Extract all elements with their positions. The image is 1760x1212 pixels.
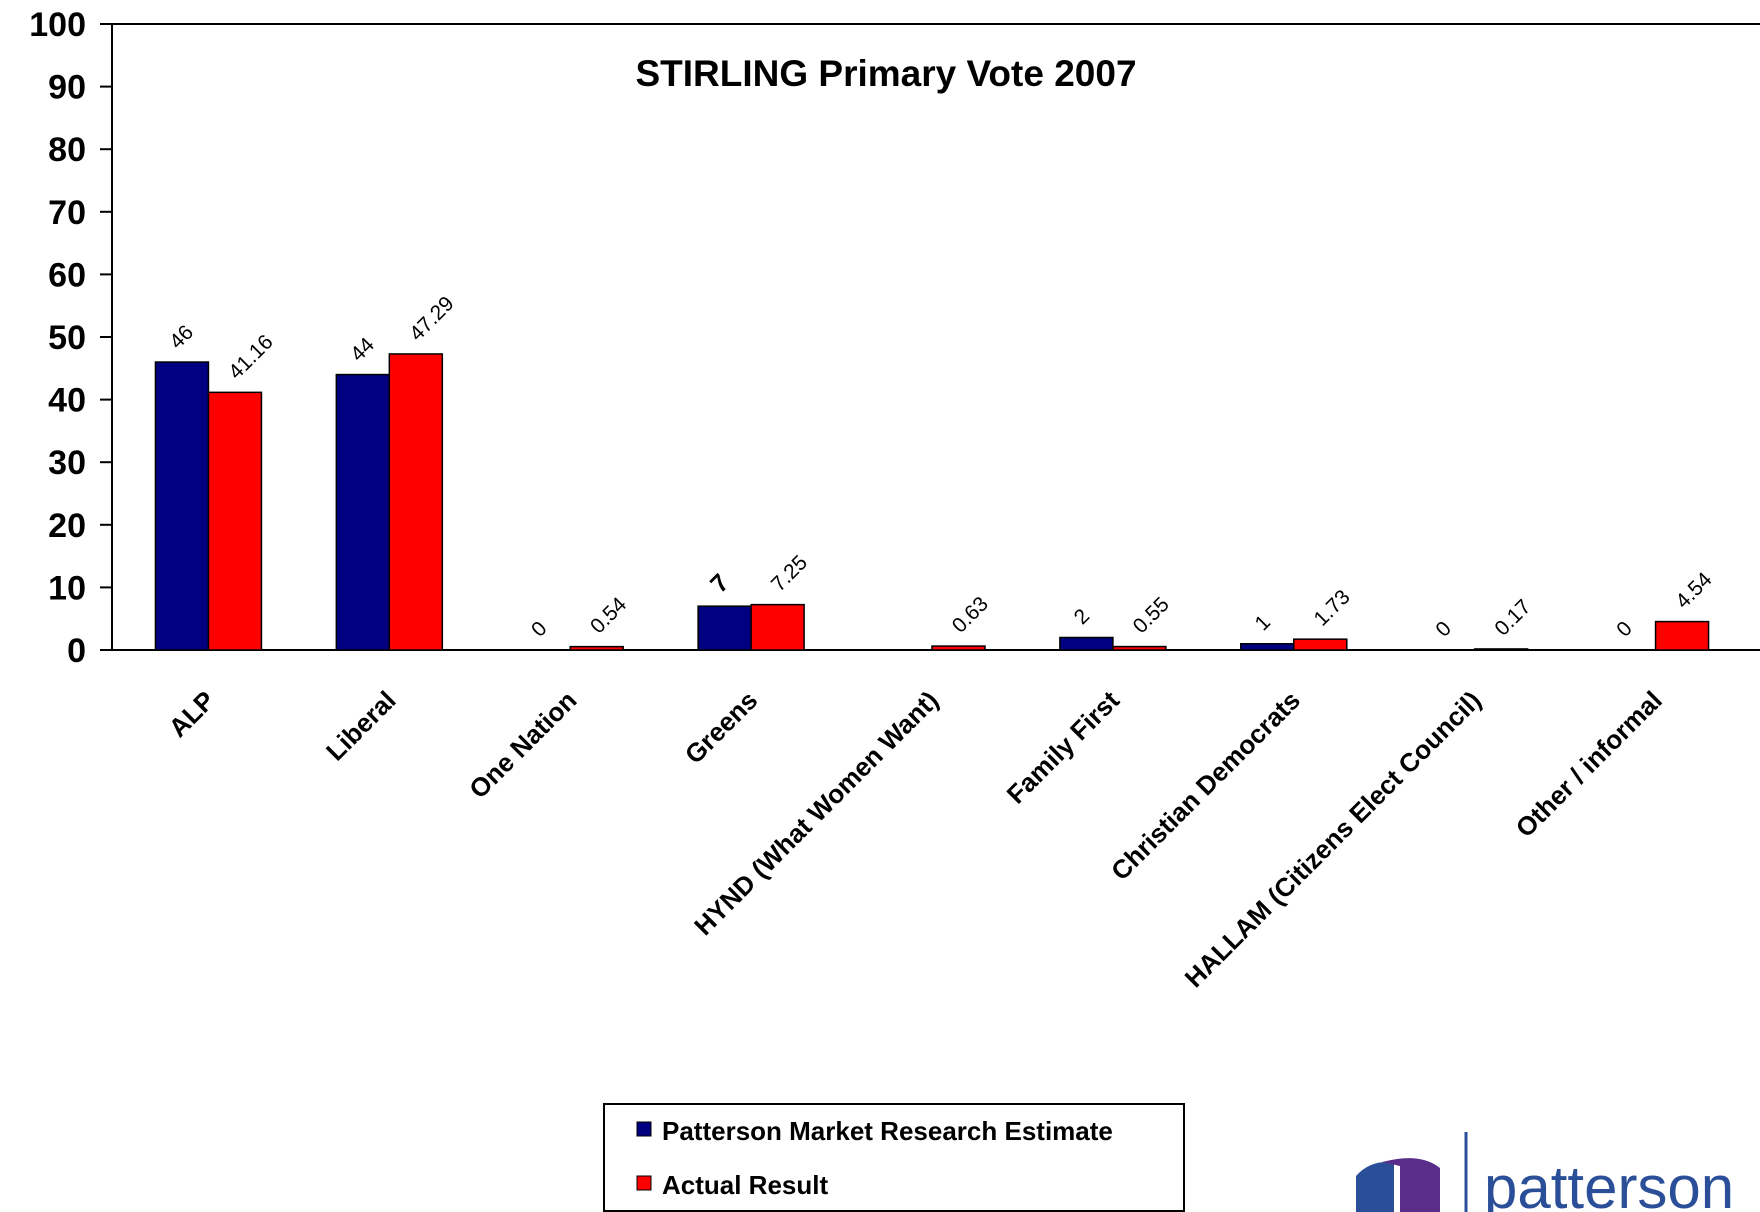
bar-estimate (1240, 642, 1295, 651)
legend-label-estimate: Patterson Market Research Estimate (662, 1116, 1113, 1146)
y-tick-label: 70 (48, 194, 86, 232)
bar-estimate (154, 361, 210, 651)
bar-estimate (697, 605, 752, 651)
y-axis: 0 10 20 30 40 50 60 70 80 90 100 (29, 6, 112, 670)
bar-actual (207, 391, 263, 651)
bar-actual (931, 645, 986, 651)
y-tick-label: 30 (48, 444, 86, 482)
legend: Patterson Market Research Estimate Actua… (603, 1103, 1185, 1212)
y-tick-label: 60 (48, 256, 86, 294)
bar-actual (1112, 645, 1167, 651)
bars-group (154, 353, 1710, 651)
y-tick-label: 0 (67, 632, 86, 670)
chart-title: STIRLING Primary Vote 2007 (635, 53, 1136, 94)
bar-actual (1654, 620, 1710, 651)
y-tick-label: 100 (29, 6, 86, 44)
bar-actual (388, 353, 444, 651)
bar-estimate (335, 373, 391, 651)
legend-box (603, 1103, 1185, 1212)
patterson-logo: patterson (1356, 1132, 1734, 1212)
bar-actual (1473, 648, 1529, 651)
bar-actual (569, 645, 624, 651)
y-tick-label: 10 (48, 569, 86, 607)
y-tick-label: 90 (48, 69, 86, 107)
logo-wordmark: patterson (1484, 1154, 1734, 1212)
y-tick-label: 40 (48, 382, 86, 420)
bar-actual (1293, 638, 1348, 651)
bar-estimate (1059, 636, 1114, 651)
y-tick-label: 80 (48, 131, 86, 169)
logo-mark-left (1356, 1161, 1394, 1212)
legend-swatch-actual (636, 1175, 652, 1191)
bar-actual (750, 603, 805, 651)
y-tick-label: 20 (48, 507, 86, 545)
legend-swatch-estimate (636, 1121, 652, 1137)
y-tick-label: 50 (48, 319, 86, 357)
legend-label-actual: Actual Result (662, 1170, 828, 1200)
logo-mark-right (1382, 1158, 1440, 1212)
